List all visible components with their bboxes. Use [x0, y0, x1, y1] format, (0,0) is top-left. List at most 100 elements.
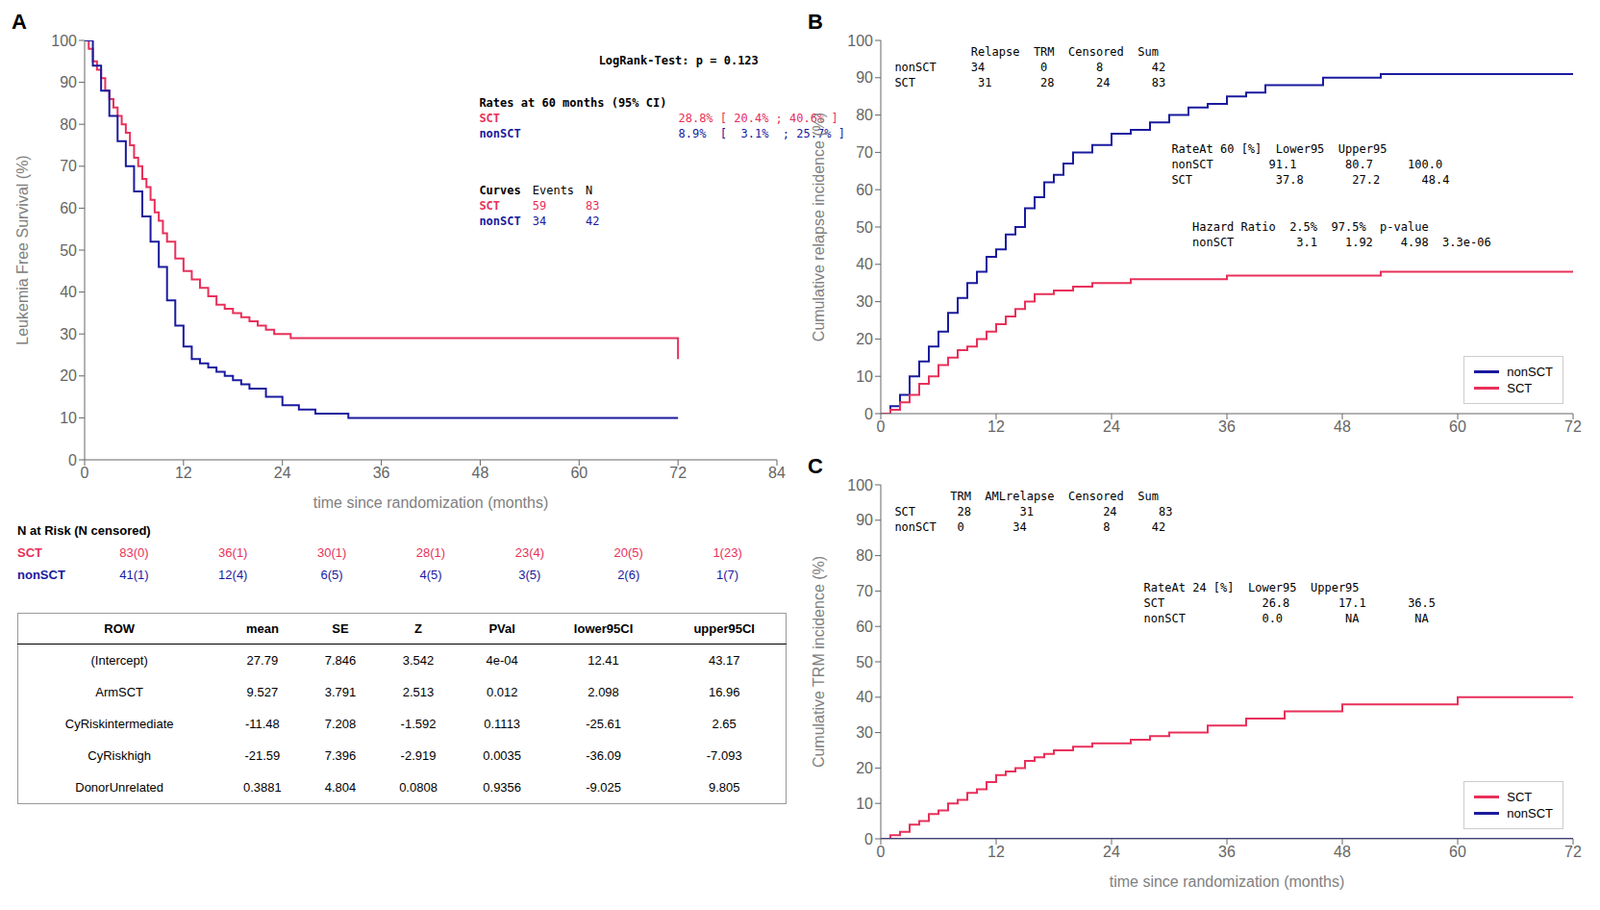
svg-text:100: 100	[50, 32, 77, 50]
svg-text:20: 20	[855, 330, 874, 348]
svg-text:0: 0	[80, 464, 90, 481]
svg-text:80: 80	[59, 116, 77, 133]
html-text:3.791: 3.791	[324, 684, 356, 700]
html-text:34: 34	[532, 214, 547, 229]
svg-text:60: 60	[1449, 418, 1467, 435]
svg-text:12: 12	[175, 464, 193, 481]
svg-text:50: 50	[59, 242, 77, 259]
html-text:Curves: Curves	[479, 183, 521, 198]
html-text:SCT: SCT	[1507, 380, 1533, 396]
svg-text:84: 84	[768, 464, 786, 481]
svg-text:0: 0	[876, 843, 886, 860]
html-text:SCT: SCT	[17, 545, 43, 560]
svg-text:0: 0	[864, 830, 874, 848]
html-text:27.79: 27.79	[246, 652, 278, 668]
svg-text:30: 30	[855, 293, 874, 310]
html-text:9.805: 9.805	[708, 779, 740, 795]
html-text:43.17: 43.17	[708, 652, 740, 668]
svg-text:0: 0	[68, 451, 77, 469]
svg-text:30: 30	[855, 724, 874, 741]
svg-text:60: 60	[855, 181, 874, 199]
html-text:2.098: 2.098	[587, 684, 620, 700]
svg-text:100: 100	[847, 476, 874, 494]
html-text:3.542: 3.542	[402, 652, 434, 668]
svg-text:70: 70	[855, 582, 874, 600]
html-text:36(1): 36(1)	[218, 545, 248, 560]
html-text:30(1): 30(1)	[317, 545, 347, 560]
svg-text:60: 60	[1449, 843, 1467, 860]
svg-text:10: 10	[855, 368, 874, 385]
html-text:0.012: 0.012	[486, 684, 518, 700]
svg-text:60: 60	[59, 200, 77, 217]
html-text:16.96: 16.96	[708, 684, 740, 700]
html-text:42: 42	[585, 214, 600, 229]
svg-text:time since randomization (mont: time since randomization (months)	[1109, 873, 1346, 890]
svg-text:70: 70	[855, 144, 874, 161]
svg-text:50: 50	[855, 653, 874, 671]
html-text:DonorUnrelated: DonorUnrelated	[75, 779, 164, 795]
svg-text:0: 0	[876, 418, 886, 435]
svg-text:12: 12	[987, 418, 1005, 435]
svg-text:40: 40	[855, 255, 874, 273]
html-text:0.0808: 0.0808	[399, 779, 438, 795]
html-text:A: A	[11, 9, 27, 34]
html-text:nonSCT: nonSCT	[479, 126, 521, 141]
html-text:0.9356: 0.9356	[482, 779, 522, 795]
html-text:Rates at 60 months (95% CI): Rates at 60 months (95% CI)	[479, 95, 667, 110]
svg-text:60: 60	[855, 618, 874, 635]
svg-text:30: 30	[59, 325, 77, 343]
svg-text:20: 20	[59, 367, 77, 384]
html-text:(Intercept): (Intercept)	[90, 652, 148, 668]
html-text:7.846: 7.846	[324, 652, 356, 668]
html-text:ArmSCT: ArmSCT	[95, 684, 144, 700]
svg-text:100: 100	[847, 32, 874, 50]
svg-text:36: 36	[373, 464, 391, 481]
html-text:8.9% [ 3.1% ; 25.7% ]: 8.9% [ 3.1% ; 25.7% ]	[678, 126, 846, 141]
html-text:nonSCT: nonSCT	[479, 214, 521, 229]
html-text:N at Risk (N censored): N at Risk (N censored)	[17, 523, 151, 538]
svg-text:80: 80	[855, 106, 874, 124]
svg-text:50: 50	[855, 219, 874, 236]
svg-text:36: 36	[1218, 843, 1236, 860]
svg-text:90: 90	[855, 511, 874, 528]
svg-text:24: 24	[274, 464, 292, 481]
svg-text:72: 72	[669, 464, 687, 481]
svg-text:0: 0	[864, 405, 874, 423]
html-text:Events: Events	[532, 183, 575, 198]
svg-text:12: 12	[987, 843, 1005, 860]
html-text:-9.025: -9.025	[585, 779, 622, 795]
html-text:83(0): 83(0)	[119, 545, 149, 560]
svg-text:40: 40	[855, 688, 874, 705]
svg-text:90: 90	[855, 69, 874, 86]
svg-text:10: 10	[855, 795, 874, 812]
svg-text:Cumulative TRM incidence (%): Cumulative TRM incidence (%)	[810, 555, 827, 768]
html-text:4.804: 4.804	[324, 779, 356, 795]
svg-text:48: 48	[1333, 418, 1351, 435]
html-text:12.41: 12.41	[587, 652, 620, 668]
svg-text:40: 40	[59, 283, 77, 300]
html-text:nonSCT: nonSCT	[1507, 805, 1553, 821]
html-text:9.527: 9.527	[246, 684, 278, 700]
html-text:0.3881: 0.3881	[243, 779, 282, 795]
html-text:C: C	[807, 453, 823, 478]
svg-text:80: 80	[855, 547, 874, 564]
svg-text:36: 36	[1218, 418, 1236, 435]
svg-text:Cumulative relapse incidence (: Cumulative relapse incidence (%)	[810, 112, 827, 342]
html-text:4e-04: 4e-04	[486, 652, 519, 668]
svg-text:60: 60	[570, 464, 588, 481]
svg-text:48: 48	[1333, 843, 1351, 860]
svg-text:70: 70	[59, 157, 77, 175]
svg-text:time since randomization (mont: time since randomization (months)	[313, 494, 550, 511]
html-text:2.513: 2.513	[402, 684, 434, 700]
html-text:B: B	[807, 9, 823, 34]
svg-text:90: 90	[59, 74, 77, 91]
svg-text:24: 24	[1102, 418, 1121, 435]
svg-text:24: 24	[1102, 843, 1121, 860]
svg-text:20: 20	[855, 759, 874, 776]
svg-text:48: 48	[472, 464, 490, 481]
svg-text:72: 72	[1564, 843, 1582, 860]
svg-text:Leukemia Free Survival (%): Leukemia Free Survival (%)	[14, 154, 31, 345]
svg-text:10: 10	[59, 409, 77, 426]
svg-text:72: 72	[1564, 418, 1582, 435]
html-text:LogRank-Test: p = 0.123: LogRank-Test: p = 0.123	[598, 53, 759, 68]
